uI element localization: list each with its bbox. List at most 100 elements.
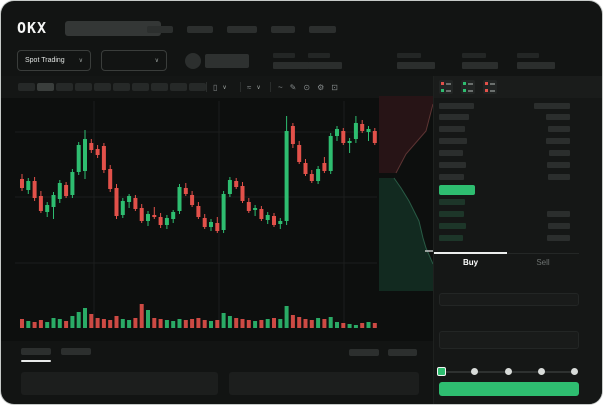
amount-bar-placeholder (546, 114, 570, 120)
bid-row[interactable] (439, 235, 570, 241)
ticker-stat (462, 53, 498, 69)
book-asks-view-button[interactable] (483, 80, 497, 94)
icon-row (441, 89, 451, 92)
indicators-button[interactable]: ≈ ∨ (247, 83, 261, 92)
nav-item-placeholder[interactable] (309, 26, 336, 33)
price-bar-placeholder (439, 235, 463, 241)
icon-line (446, 89, 451, 92)
market-type-label: Spot Trading (25, 57, 65, 64)
orderbook-last-price-bar (439, 185, 475, 195)
chevron-down-icon: ∨ (154, 57, 159, 64)
order-amount-input[interactable] (439, 331, 579, 349)
amount-bar-placeholder (547, 235, 570, 241)
stat-value-placeholder (462, 62, 498, 69)
stat-label-placeholder (308, 53, 330, 58)
ticker-stat (273, 53, 309, 69)
amount-bar-placeholder (546, 138, 570, 144)
chevron-down-icon: ∨ (222, 84, 227, 91)
toolbar-divider (240, 82, 241, 92)
tab-sell[interactable]: Sell (536, 258, 550, 267)
amount-bar-placeholder (548, 174, 570, 180)
stat-label-placeholder (397, 53, 421, 58)
price-bar-placeholder (439, 150, 463, 156)
bottom-right-action[interactable] (349, 349, 379, 356)
price-bar-placeholder (439, 114, 469, 120)
bid-row[interactable] (439, 211, 570, 217)
bid-row[interactable] (439, 199, 570, 205)
candle-type-button[interactable]: ▯ ∨ (213, 83, 227, 92)
book-bids-view-button[interactable] (461, 80, 475, 94)
pair-selector-dropdown[interactable]: ∨ (101, 50, 167, 71)
info-panel (229, 372, 419, 395)
ticker-stat (397, 53, 435, 69)
bottom-tab-orders[interactable] (21, 348, 51, 355)
search-input[interactable] (65, 21, 161, 36)
timeframe-button[interactable] (132, 83, 149, 91)
price-bar-placeholder (439, 162, 466, 168)
book-split-view-button[interactable] (439, 80, 453, 94)
icon-line (490, 82, 495, 85)
ticker-stat (517, 53, 555, 69)
price-bar-placeholder (439, 211, 464, 217)
ask-row[interactable] (439, 174, 570, 180)
price-bar-placeholder (439, 103, 474, 109)
timeframe-button[interactable] (151, 83, 168, 91)
ask-row[interactable] (439, 114, 570, 120)
timeframe-button[interactable] (170, 83, 187, 91)
active-tab-underline (434, 252, 507, 254)
buy-submit-button[interactable] (439, 382, 579, 396)
icon-square (485, 89, 488, 92)
nav-item-placeholder[interactable] (227, 26, 257, 33)
icon-line (468, 89, 473, 92)
amount-bar-placeholder (547, 211, 570, 217)
slider-dot[interactable] (537, 368, 545, 375)
bid-row[interactable] (439, 223, 570, 229)
timeframe-button[interactable] (37, 83, 54, 91)
fullscreen-icon[interactable]: ⊡ (331, 83, 338, 92)
ask-row[interactable] (439, 162, 570, 168)
price-bar-placeholder (439, 138, 467, 144)
timeframe-button[interactable] (113, 83, 130, 91)
tab-buy[interactable]: Buy (462, 258, 479, 267)
stat-value-placeholder (273, 62, 309, 69)
price-chart[interactable] (1, 98, 433, 341)
amount-bar-placeholder (549, 150, 570, 156)
bottom-right-action[interactable] (388, 349, 417, 356)
icon-row (463, 89, 473, 92)
line-tool-icon[interactable]: ~ (278, 83, 283, 92)
order-price-input[interactable] (439, 293, 579, 306)
settings-icon[interactable]: ⚙ (317, 83, 325, 92)
stat-label-placeholder (462, 53, 486, 58)
nav-item-placeholder[interactable] (271, 26, 295, 33)
timeframe-button[interactable] (56, 83, 73, 91)
slider-dot[interactable] (504, 368, 512, 375)
price-bar-placeholder (439, 174, 464, 180)
icon-row (485, 89, 495, 92)
draw-icon[interactable]: ✎ (289, 83, 297, 92)
info-panel (21, 372, 218, 395)
bottom-tab-history[interactable] (61, 348, 91, 355)
nav-item-placeholder[interactable] (147, 26, 173, 33)
last-price-placeholder (205, 54, 249, 68)
amount-bar-placeholder (547, 162, 570, 168)
camera-icon[interactable]: ⊙ (303, 83, 311, 92)
ask-row[interactable] (439, 138, 570, 144)
slider-handle[interactable] (437, 367, 446, 376)
chevron-down-icon: ∨ (256, 84, 261, 91)
icon-square (463, 89, 466, 92)
timeframe-button[interactable] (189, 83, 206, 91)
timeframe-button[interactable] (18, 83, 35, 91)
ask-row[interactable] (439, 126, 570, 132)
icon-square (485, 82, 488, 85)
okx-logo: OKX (17, 19, 48, 37)
price-bar-placeholder (439, 223, 466, 229)
ask-row[interactable] (439, 150, 570, 156)
slider-dot[interactable] (471, 368, 479, 375)
slider-dot[interactable] (571, 368, 578, 375)
toolbar-divider (206, 82, 207, 92)
timeframe-button[interactable] (75, 83, 92, 91)
orderbook-header[interactable] (439, 103, 570, 109)
market-type-dropdown[interactable]: Spot Trading ∨ (17, 50, 91, 71)
nav-item-placeholder[interactable] (187, 26, 213, 33)
timeframe-button[interactable] (94, 83, 111, 91)
